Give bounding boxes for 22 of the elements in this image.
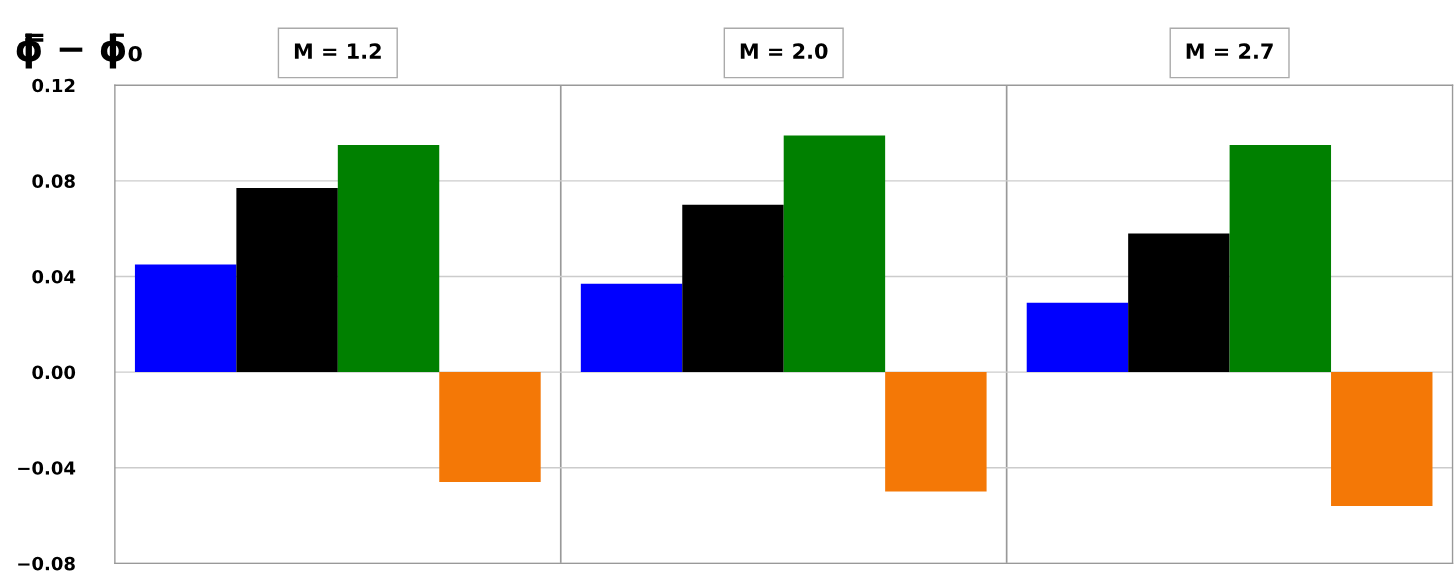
y-tick-label: 0.00 (32, 365, 76, 380)
bar (885, 372, 987, 492)
bar (337, 145, 440, 373)
bar (1026, 302, 1129, 373)
y-axis-title: ϕ̿ − ϕ̄₀ (16, 33, 142, 69)
y-tick-label: 0.12 (32, 78, 75, 93)
bar (783, 135, 886, 373)
y-tick-label: −0.08 (18, 556, 75, 571)
bar (682, 204, 784, 373)
bar (580, 283, 683, 373)
x-tick-label: M = 1.2 (294, 43, 381, 59)
y-tick-label: 0.04 (32, 269, 76, 284)
x-tick-label: M = 2.7 (1186, 43, 1273, 59)
bar (1331, 372, 1433, 506)
x-tick-label: M = 2.0 (740, 43, 828, 59)
bar (439, 372, 541, 483)
y-tick-label: −0.04 (18, 461, 76, 475)
bar (1229, 145, 1332, 373)
bar (1128, 233, 1230, 373)
bar (236, 188, 338, 373)
bar (134, 264, 237, 373)
y-tick-label: 0.08 (32, 174, 75, 188)
